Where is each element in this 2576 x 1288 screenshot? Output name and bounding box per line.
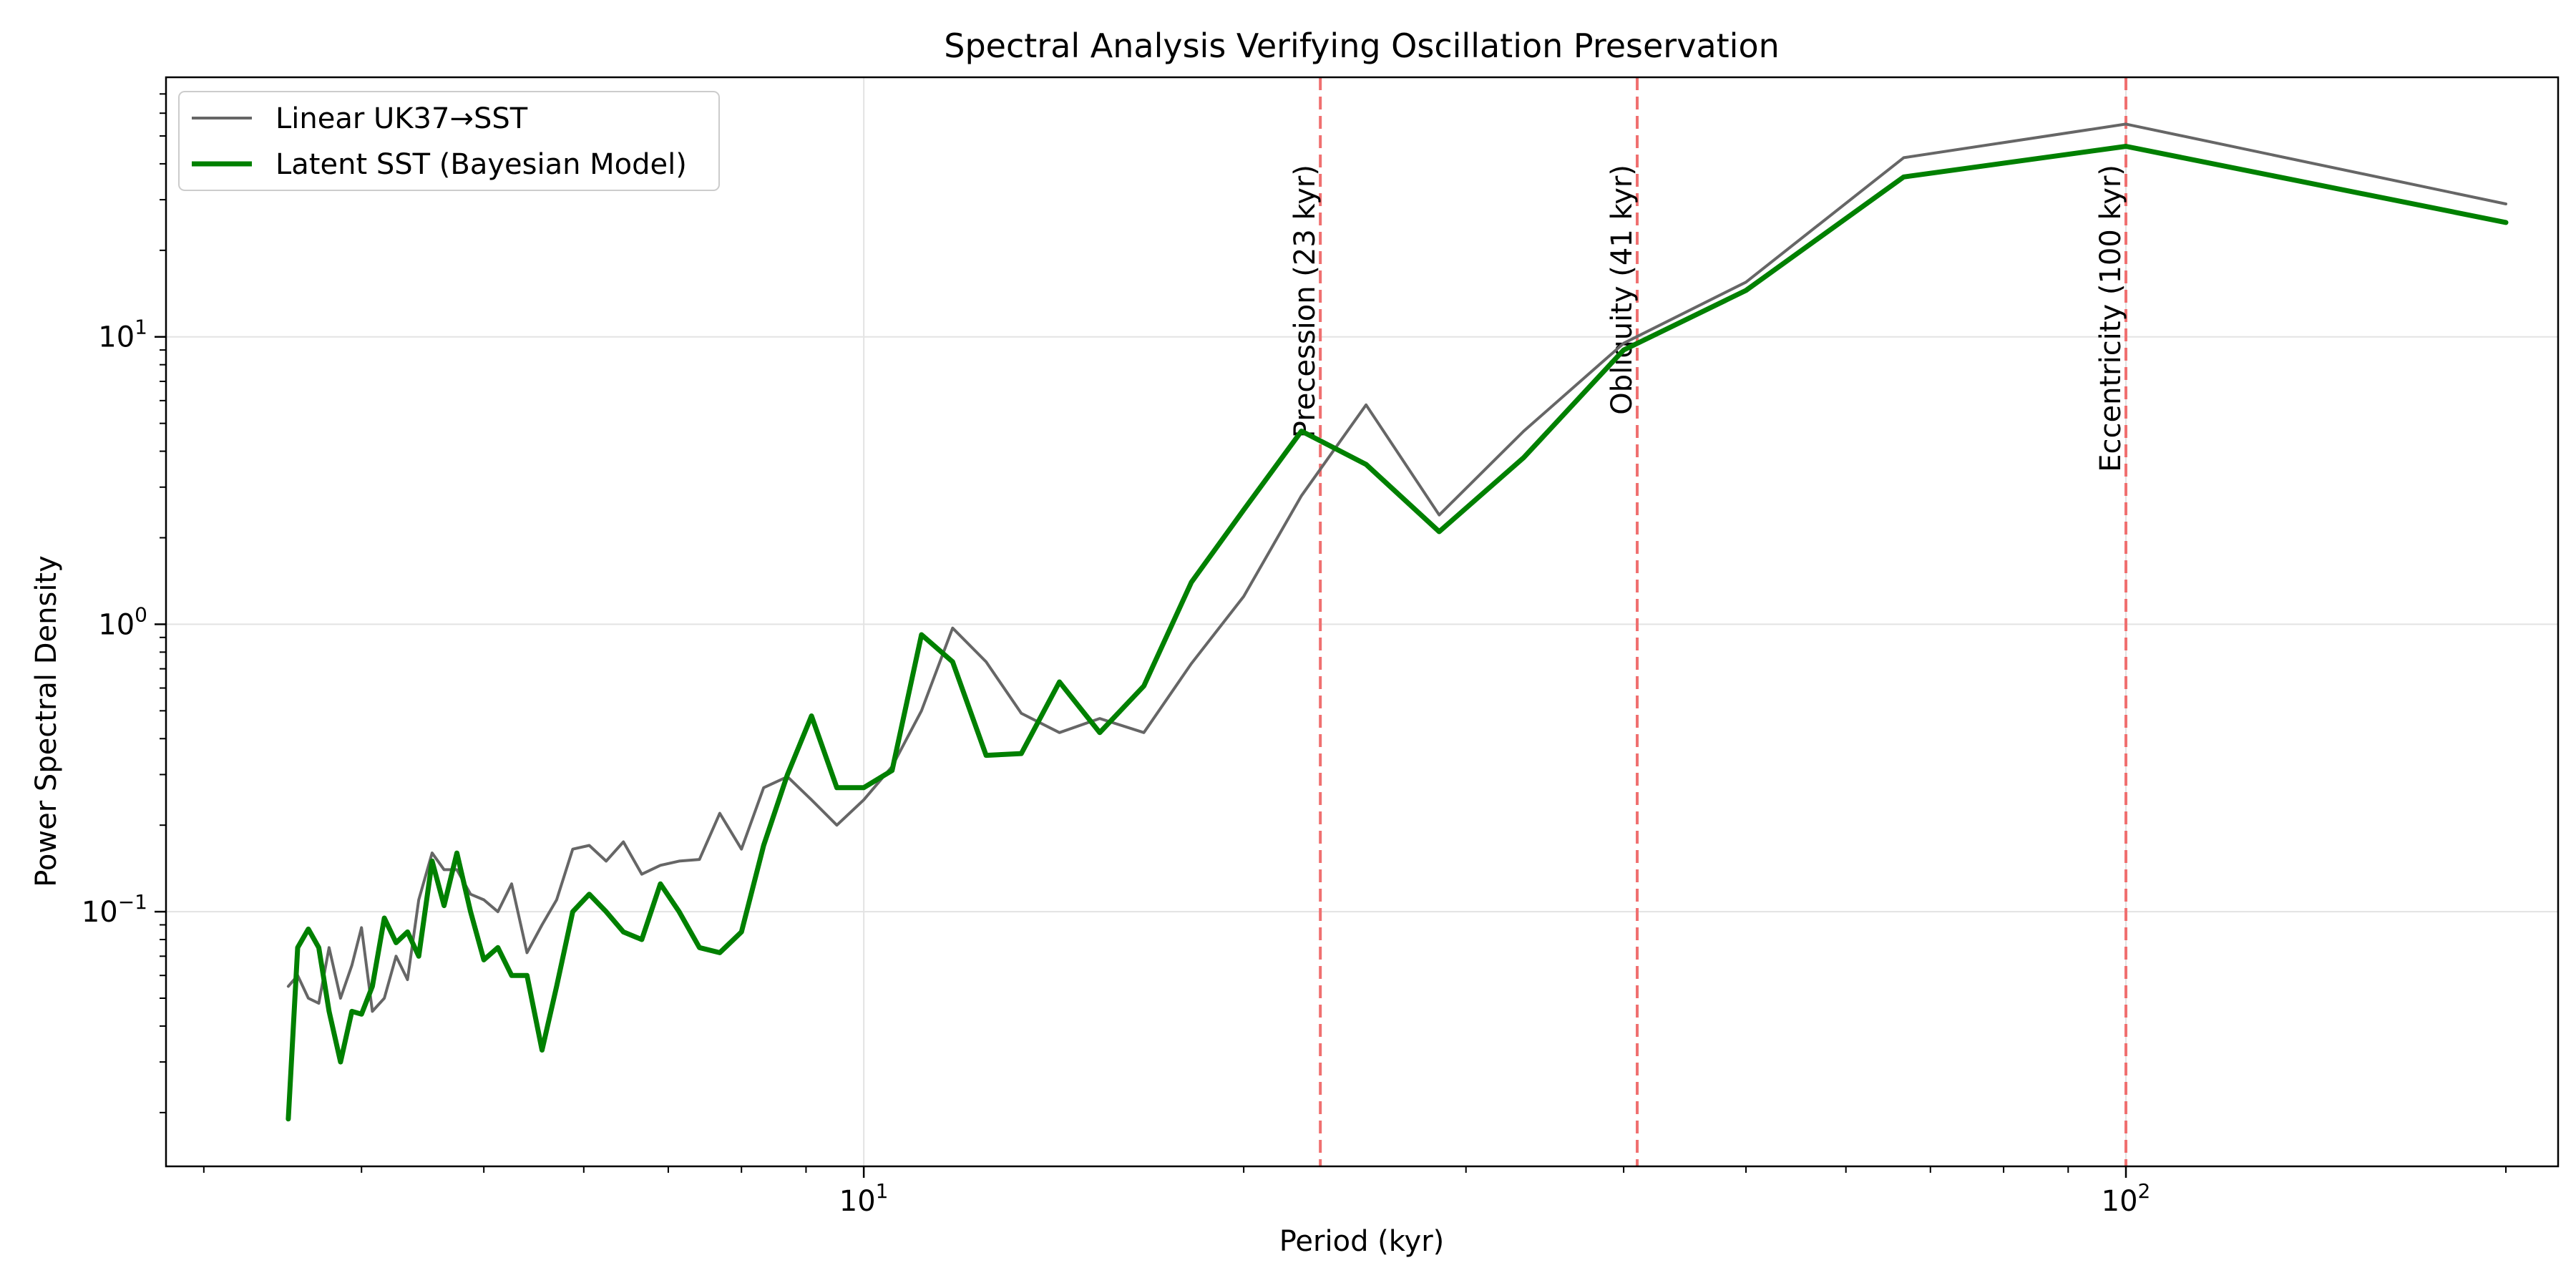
legend-label: Latent SST (Bayesian Model) bbox=[275, 148, 687, 181]
legend-box bbox=[178, 91, 720, 191]
series-line bbox=[286, 144, 2509, 1122]
reference-line-label: Precession (23 kyr) bbox=[1289, 165, 1322, 438]
chart-title: Spectral Analysis Verifying Oscillation … bbox=[944, 26, 1780, 65]
axes: 101 102 10−1 100 101 bbox=[82, 76, 2560, 1218]
x-tick-label: 102 bbox=[2102, 1179, 2151, 1218]
data-series bbox=[286, 122, 2509, 1122]
legend-label: Linear UK37→SST bbox=[275, 102, 528, 135]
legend: Linear UK37→SST Latent SST (Bayesian Mode… bbox=[178, 91, 720, 191]
reference-line-label: Eccentricity (100 kyr) bbox=[2094, 165, 2127, 472]
x-tick-label: 101 bbox=[839, 1179, 889, 1218]
reference-lines: Precession (23 kyr) Obliquity (41 kyr) Ecc… bbox=[1289, 77, 2128, 1166]
series-line bbox=[286, 122, 2507, 1013]
y-tick-label: 100 bbox=[98, 602, 147, 641]
plot-frame bbox=[165, 76, 2560, 1168]
x-axis-label: Period (kyr) bbox=[1279, 1225, 1445, 1258]
y-tick-label: 10−1 bbox=[82, 890, 147, 929]
reference-line-label: Obliquity (41 kyr) bbox=[1606, 165, 1639, 415]
grid-lines bbox=[166, 77, 2558, 1166]
y-tick-label: 101 bbox=[98, 316, 147, 354]
y-axis-label: Power Spectral Density bbox=[30, 555, 63, 887]
